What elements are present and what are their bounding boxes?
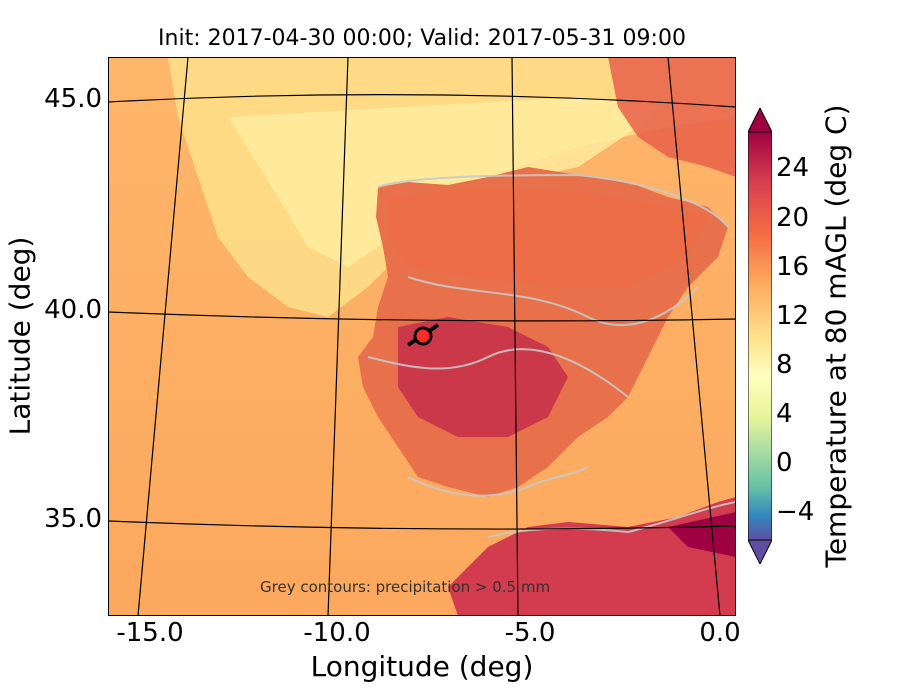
parallel-35 (108, 520, 736, 530)
colorbar-extend-min (748, 539, 772, 564)
cool-sea-region-2 (228, 97, 668, 267)
cb-tick-8: 8 (776, 350, 793, 380)
colorbar (748, 108, 772, 564)
lat-tick-35: 35.0 (44, 504, 102, 534)
x-axis-label: Longitude (deg) (310, 650, 534, 683)
meridian-minus15 (137, 57, 189, 616)
lon-tick-minus15: -15.0 (116, 618, 184, 648)
africa-hot (668, 512, 736, 557)
lat-tick-45: 45.0 (44, 84, 102, 114)
cb-tick-16: 16 (776, 252, 810, 282)
meridian-minus10 (327, 57, 349, 616)
graticule (108, 57, 736, 616)
parallel-45 (108, 93, 736, 108)
cb-tick-minus4: −4 (776, 497, 815, 527)
parallel-40 (108, 311, 736, 322)
colorbar-body (748, 131, 772, 541)
colorbar-label: Temperature at 80 mAGL (deg C) (819, 104, 853, 568)
cb-tick-4: 4 (776, 399, 793, 429)
cb-tick-0: 0 (776, 448, 793, 478)
lon-tick-minus5: -5.0 (504, 618, 556, 648)
lat-tick-40: 40.0 (44, 295, 102, 325)
site-marker (406, 323, 440, 347)
y-axis-label: Latitude (deg) (3, 236, 37, 436)
iberia-north (388, 187, 708, 287)
cb-tick-24: 24 (776, 153, 810, 183)
precip-contours (367, 173, 736, 538)
cb-tick-20: 20 (776, 203, 810, 233)
meridian-0 (667, 57, 721, 616)
france-land (608, 57, 736, 177)
colorbar-extend-max (748, 108, 772, 133)
lon-tick-minus10: -10.0 (303, 618, 371, 648)
iberia-hot-core (398, 317, 568, 437)
africa-land (448, 497, 736, 616)
lon-tick-0: 0.0 (699, 618, 741, 648)
plot-title: Init: 2017-04-30 00:00; Valid: 2017-05-3… (158, 26, 686, 51)
cb-tick-12: 12 (776, 301, 810, 331)
meridian-minus5 (511, 57, 519, 616)
precip-annotation: Grey contours: precipitation > 0.5 mm (260, 578, 551, 596)
map-panel (108, 57, 736, 616)
